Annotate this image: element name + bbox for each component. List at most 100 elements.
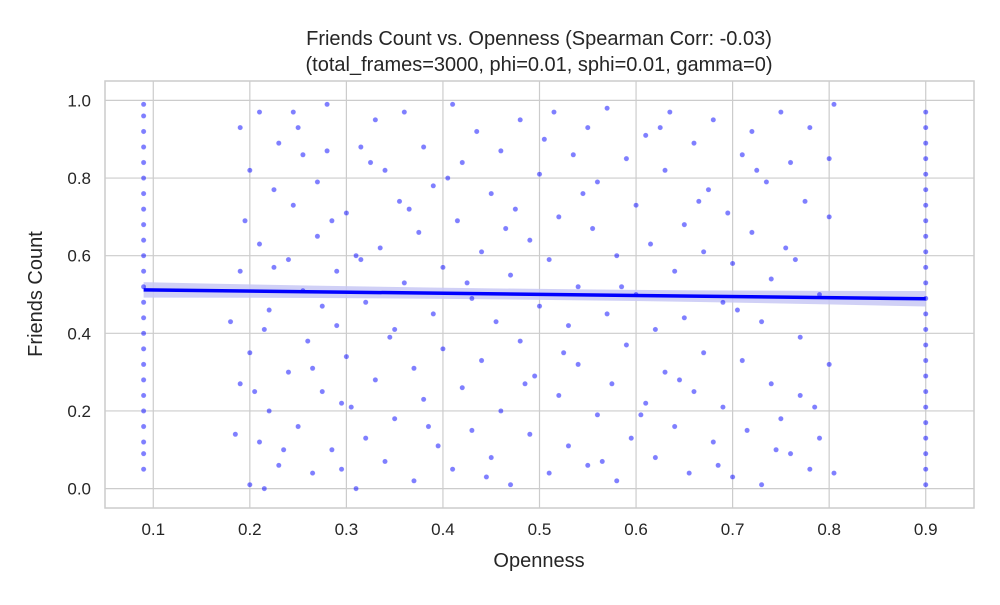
data-point	[411, 365, 417, 372]
data-point	[826, 155, 832, 162]
data-point	[609, 380, 615, 387]
data-point	[227, 318, 234, 325]
data-point	[922, 435, 929, 441]
data-point	[300, 151, 306, 158]
y-tick-label: 0.6	[67, 247, 91, 266]
data-point	[691, 140, 697, 146]
data-point	[613, 252, 620, 259]
plot-frame	[104, 80, 975, 509]
data-point	[778, 415, 784, 422]
data-point	[362, 435, 369, 441]
data-point	[768, 380, 775, 387]
data-point	[353, 252, 359, 259]
data-point	[502, 225, 509, 232]
data-point	[551, 109, 557, 115]
data-point	[642, 132, 649, 139]
data-point	[275, 462, 282, 469]
data-point	[604, 105, 610, 111]
data-point	[140, 466, 147, 472]
x-tick-label: 0.2	[238, 520, 262, 539]
data-point	[662, 369, 668, 375]
y-axis-label: Friends Count	[25, 231, 47, 357]
data-point	[280, 446, 287, 453]
data-point	[922, 248, 929, 255]
data-point	[570, 151, 577, 158]
data-point	[140, 299, 147, 306]
data-point	[792, 256, 799, 263]
data-point	[290, 202, 297, 209]
data-point	[652, 326, 659, 333]
data-point	[580, 190, 586, 197]
data-point	[406, 206, 412, 212]
data-point	[469, 295, 475, 302]
data-point	[140, 330, 147, 337]
data-point	[401, 109, 408, 115]
data-point	[546, 256, 552, 263]
data-point	[338, 466, 345, 472]
data-point	[140, 361, 147, 368]
data-point	[527, 431, 533, 438]
x-tick-label: 0.8	[817, 520, 841, 539]
data-point	[922, 140, 929, 146]
data-point	[256, 439, 263, 445]
data-point	[488, 454, 495, 461]
data-point	[391, 326, 398, 333]
data-point	[358, 144, 364, 150]
data-point	[584, 462, 591, 469]
data-points	[140, 101, 929, 492]
data-point	[140, 392, 147, 399]
data-point	[710, 117, 717, 123]
data-point	[720, 404, 726, 410]
data-point	[140, 450, 147, 457]
x-tick-label: 0.7	[721, 520, 745, 539]
data-point	[420, 144, 427, 150]
data-point	[237, 380, 243, 387]
data-point	[358, 256, 364, 263]
data-point	[304, 338, 311, 344]
data-point	[560, 349, 567, 356]
y-tick-label: 0.2	[67, 402, 91, 421]
data-point	[922, 450, 929, 457]
x-tick-label: 0.6	[624, 520, 648, 539]
data-point	[807, 466, 813, 472]
data-point	[734, 307, 741, 313]
data-point	[372, 377, 379, 383]
data-point	[807, 124, 813, 131]
data-point	[676, 377, 683, 383]
data-point	[459, 159, 466, 166]
data-point	[140, 423, 147, 430]
data-point	[536, 303, 543, 309]
data-point	[247, 167, 253, 174]
data-point	[710, 439, 717, 445]
data-point	[797, 392, 804, 399]
data-point	[662, 167, 668, 174]
data-point	[922, 233, 929, 240]
data-point	[247, 481, 253, 488]
data-point	[739, 151, 746, 158]
data-point	[773, 446, 779, 453]
data-point	[251, 388, 258, 395]
data-point	[753, 167, 760, 174]
data-point	[724, 210, 731, 216]
data-point	[729, 260, 736, 267]
data-point	[922, 124, 929, 131]
data-point	[454, 217, 461, 224]
chart-title: Friends Count vs. Openness (Spearman Cor…	[306, 28, 772, 50]
data-point	[802, 198, 808, 205]
data-point	[686, 470, 692, 476]
data-point	[329, 446, 335, 453]
data-point	[527, 237, 533, 243]
data-point	[575, 361, 581, 368]
data-point	[831, 470, 837, 476]
data-point	[681, 314, 688, 321]
data-point	[459, 384, 466, 391]
data-point	[507, 481, 514, 488]
data-point	[498, 148, 504, 154]
data-point	[483, 474, 490, 480]
data-point	[517, 338, 523, 344]
data-point	[922, 186, 929, 193]
data-point	[329, 217, 335, 224]
regression-layer	[143, 288, 926, 301]
x-tick-label: 0.9	[914, 520, 938, 539]
